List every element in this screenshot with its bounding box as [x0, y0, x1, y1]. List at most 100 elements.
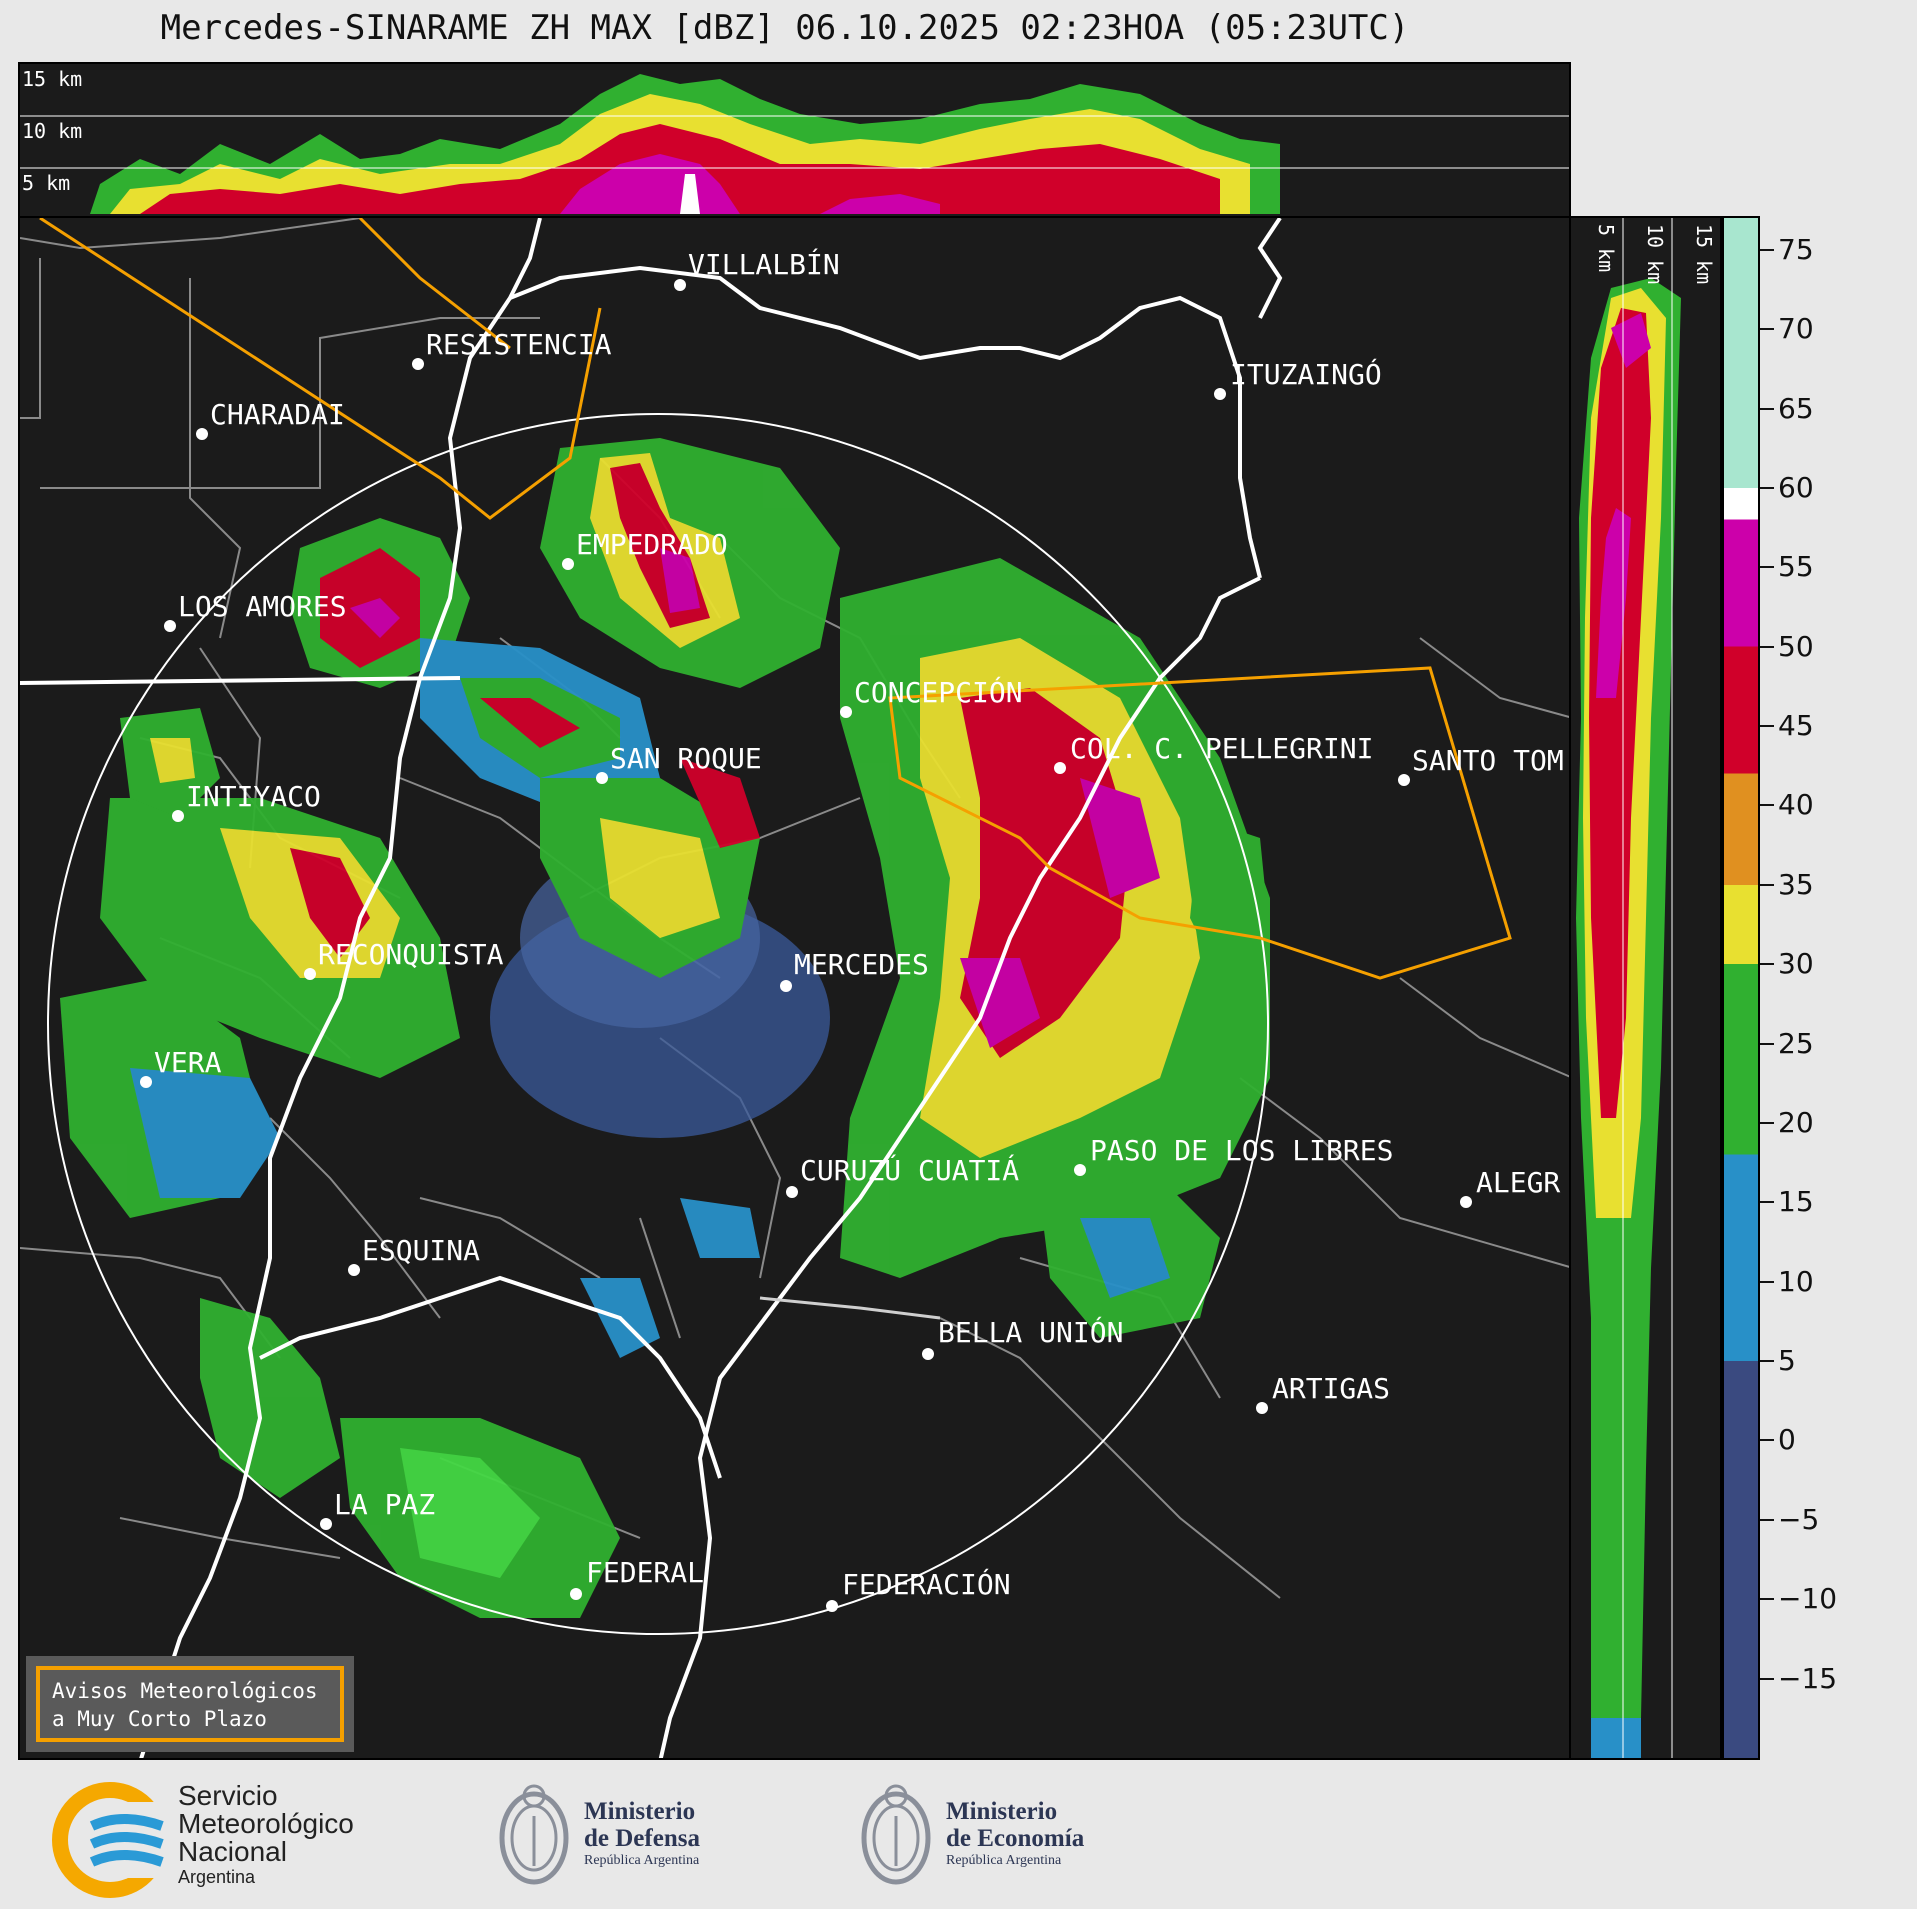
- warning-polygons: [39, 218, 1512, 980]
- svg-text:COL. C. PELLEGRINI: COL. C. PELLEGRINI: [1070, 732, 1373, 765]
- colorbar-tick-label: 60: [1778, 470, 1814, 504]
- side-height-label-15km: 15 km: [1692, 224, 1716, 284]
- svg-text:MERCEDES: MERCEDES: [794, 948, 929, 981]
- svg-text:SANTO TOM: SANTO TOM: [1412, 744, 1564, 777]
- top-cross-section-plot: 15 km 10 km 5 km: [20, 67, 1569, 214]
- svg-text:INTIYACO: INTIYACO: [186, 780, 321, 813]
- city-labels: VILLALBÍN RESISTENCIA CHARADAI ITUZAINGÓ…: [140, 247, 1564, 1612]
- svg-text:EMPEDRADO: EMPEDRADO: [576, 528, 728, 561]
- colorbar-tick: [1760, 1042, 1774, 1045]
- side-cross-section-plot: 5 km 10 km 15 km: [1576, 218, 1716, 1758]
- colorbar-tick-label: 75: [1778, 232, 1814, 266]
- colorbar-tick: [1760, 804, 1774, 807]
- city-intiyaco: INTIYACO: [172, 780, 321, 822]
- side-echo-band: [1576, 278, 1681, 1758]
- svg-text:ESQUINA: ESQUINA: [362, 1234, 480, 1267]
- colorbar-tick-label: −10: [1778, 1582, 1838, 1616]
- svg-text:SAN ROQUE: SAN ROQUE: [610, 742, 762, 775]
- colorbar-tick: [1760, 407, 1774, 410]
- colorbar-tick: [1760, 963, 1774, 966]
- svg-text:CURUZÚ CUATIÁ: CURUZÚ CUATIÁ: [800, 1153, 1019, 1187]
- city-los-amores: LOS AMORES: [164, 590, 347, 632]
- colorbar-tick: [1760, 1677, 1774, 1680]
- svg-text:CHARADAI: CHARADAI: [210, 398, 345, 431]
- height-label-5km: 5 km: [22, 171, 70, 195]
- colorbar-tick-label: 70: [1778, 312, 1814, 346]
- city-federal: FEDERAL: [570, 1556, 704, 1600]
- city-la-paz: LA PAZ: [320, 1488, 435, 1530]
- colorbar-tick-label: 35: [1778, 867, 1814, 901]
- map-title: Mercedes-SINARAME ZH MAX [dBZ] 06.10.202…: [160, 8, 1410, 48]
- svg-text:LA PAZ: LA PAZ: [334, 1488, 435, 1521]
- colorbar-tick: [1760, 248, 1774, 251]
- svg-text:BELLA UNIÓN: BELLA UNIÓN: [938, 1315, 1123, 1349]
- height-label-15km: 15 km: [22, 67, 82, 91]
- range-ring: [47, 413, 1269, 1635]
- smn-logo-text: Servicio Meteorológico Nacional Argentin…: [178, 1780, 354, 1888]
- smn-logo-icon: [52, 1782, 172, 1898]
- city-col-c-pellegrini: COL. C. PELLEGRINI: [1054, 732, 1373, 774]
- colorbar-tick: [1760, 1439, 1774, 1442]
- svg-text:ALEGR: ALEGR: [1476, 1166, 1560, 1199]
- colorbar-tick-label: 50: [1778, 629, 1814, 663]
- city-reconquista: RECONQUISTA: [304, 938, 504, 980]
- radar-map-canvas: VILLALBÍN RESISTENCIA CHARADAI ITUZAINGÓ…: [20, 218, 1569, 1758]
- city-alegrete: ALEGR: [1460, 1166, 1560, 1208]
- colorbar-tick-label: 55: [1778, 550, 1814, 584]
- colorbar-tick: [1760, 1280, 1774, 1283]
- top-echo-band: [90, 74, 1280, 214]
- city-empedrado: EMPEDRADO: [562, 528, 728, 570]
- colorbar-tick-label: 20: [1778, 1105, 1814, 1139]
- colorbar-tick-label: 5: [1778, 1344, 1796, 1378]
- colorbar-tick: [1760, 1121, 1774, 1124]
- colorbar-tick-label: 15: [1778, 1185, 1814, 1219]
- svg-text:ARTIGAS: ARTIGAS: [1272, 1372, 1390, 1405]
- city-charadai: CHARADAI: [196, 398, 345, 440]
- warning-box-line2: a Muy Corto Plazo: [52, 1707, 267, 1731]
- top-cross-section: 15 km 10 km 5 km: [18, 62, 1571, 218]
- colorbar-tick: [1760, 725, 1774, 728]
- colorbar-tick: [1760, 883, 1774, 886]
- radar-map: VILLALBÍN RESISTENCIA CHARADAI ITUZAINGÓ…: [18, 216, 1571, 1760]
- colorbar-tick-label: 45: [1778, 709, 1814, 743]
- economia-seal-icon: [861, 1784, 931, 1885]
- svg-text:VERA: VERA: [154, 1046, 222, 1079]
- colorbar-tick: [1760, 1518, 1774, 1521]
- city-curuzu-cuatia: CURUZÚ CUATIÁ: [786, 1153, 1019, 1198]
- city-bella-union: BELLA UNIÓN: [922, 1315, 1123, 1360]
- city-mercedes: MERCEDES: [780, 948, 929, 992]
- city-paso-de-los-libres: PASO DE LOS LIBRES: [1074, 1134, 1393, 1176]
- side-height-label-5km: 5 km: [1594, 224, 1618, 272]
- colorbar-tick: [1760, 486, 1774, 489]
- city-esquina: ESQUINA: [348, 1234, 480, 1276]
- colorbar-tick-label: 65: [1778, 391, 1814, 425]
- colorbar-tick-label: 40: [1778, 788, 1814, 822]
- city-federacion: FEDERACIÓN: [826, 1567, 1011, 1612]
- side-height-label-10km: 10 km: [1643, 224, 1667, 284]
- colorbar-tick: [1760, 1201, 1774, 1204]
- warning-box[interactable]: Avisos Meteorológicos a Muy Corto Plazo: [26, 1656, 354, 1752]
- colorbar-tick-label: 0: [1778, 1423, 1796, 1457]
- colorbar-tick-label: 10: [1778, 1264, 1814, 1298]
- rivers: [20, 218, 1283, 1758]
- colorbar-tick-label: −15: [1778, 1661, 1838, 1695]
- economia-logo-text: Ministerio de Economía República Argenti…: [946, 1798, 1085, 1868]
- colorbar-tick-label: 30: [1778, 947, 1814, 981]
- city-ituzaingo: ITUZAINGÓ: [1214, 357, 1382, 400]
- colorbar-tick-label: −5: [1778, 1502, 1820, 1536]
- city-concepcion: CONCEPCIÓN: [840, 675, 1023, 718]
- colorbar-tick: [1760, 1598, 1774, 1601]
- colorbar-tick: [1760, 1360, 1774, 1363]
- svg-text:LOS AMORES: LOS AMORES: [178, 590, 347, 623]
- defensa-seal-icon: [499, 1784, 569, 1885]
- svg-text:ITUZAINGÓ: ITUZAINGÓ: [1230, 357, 1382, 391]
- side-cross-section: 5 km 10 km 15 km: [1569, 216, 1722, 1760]
- city-artigas: ARTIGAS: [1256, 1372, 1390, 1414]
- svg-text:VILLALBÍN: VILLALBÍN: [688, 247, 840, 281]
- svg-text:RESISTENCIA: RESISTENCIA: [426, 328, 612, 361]
- radar-echoes: [60, 438, 1270, 1618]
- defensa-logo-text: Ministerio de Defensa República Argentin…: [584, 1798, 700, 1868]
- logo-strip: Servicio Meteorológico Nacional Argentin…: [0, 1762, 1917, 1909]
- svg-text:FEDERAL: FEDERAL: [586, 1556, 704, 1589]
- svg-text:FEDERACIÓN: FEDERACIÓN: [842, 1567, 1011, 1601]
